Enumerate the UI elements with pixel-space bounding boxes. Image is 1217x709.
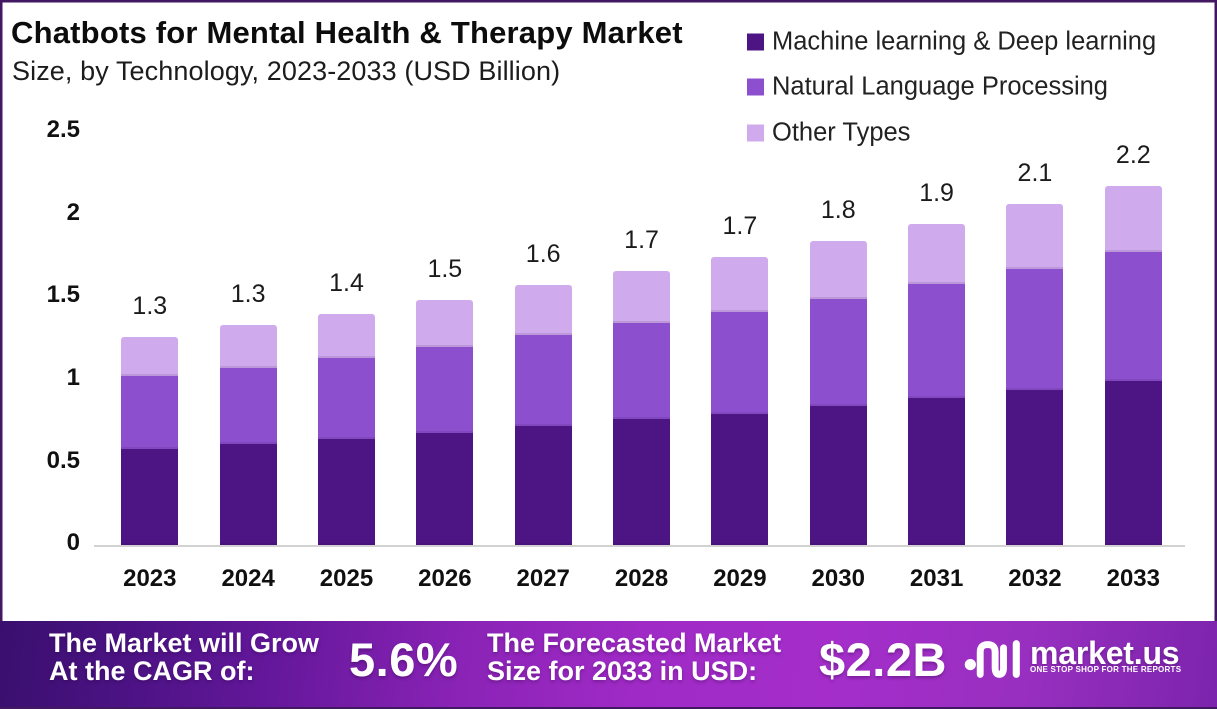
cagr-label: The Market will Grow At the CAGR of: xyxy=(49,628,320,686)
x-axis-tick-label: 2029 xyxy=(713,565,767,592)
x-axis-tick-label: 2031 xyxy=(909,565,964,592)
bar-segment-2023-s2 xyxy=(121,336,179,377)
legend-swatch xyxy=(747,78,764,96)
bar-segment-2028-s0 xyxy=(613,419,671,545)
x-axis-tick-label: 2030 xyxy=(811,565,865,592)
bar-segment-2025-s2 xyxy=(318,313,375,359)
brand-logo: market.us ONE STOP SHOP FOR THE REPORTS xyxy=(962,634,1182,681)
legend-item: Machine learning & Deep learning xyxy=(747,28,1156,57)
legend-label: Machine learning & Deep learning xyxy=(772,27,1157,56)
cagr-label-line1: The Market will Grow xyxy=(49,628,320,658)
bar-total-label: 1.7 xyxy=(722,212,758,241)
bar-segment-2024-s2 xyxy=(219,325,277,369)
footer-banner: The Market will Grow At the CAGR of: 5.6… xyxy=(0,621,1217,707)
bar-segment-2031-s1 xyxy=(908,283,966,398)
bar-segment-2024-s0 xyxy=(219,444,277,545)
bar-segment-2024-s1 xyxy=(219,368,277,445)
bar-segment-2032-s0 xyxy=(1006,389,1064,545)
x-axis-tick-label: 2028 xyxy=(614,565,669,592)
logo-dot xyxy=(964,658,976,670)
y-axis-tick-label: 0 xyxy=(66,529,80,557)
bar-segment-2030-s2 xyxy=(809,240,867,299)
bar-segment-2033-s0 xyxy=(1104,381,1162,545)
legend-swatch xyxy=(747,124,764,142)
legend-swatch xyxy=(747,33,764,51)
bar-segment-2027-s1 xyxy=(514,335,572,426)
bar-segment-2029-s0 xyxy=(711,414,769,545)
logo-strokes xyxy=(976,639,1020,678)
bar-total-label: 1.9 xyxy=(919,179,954,208)
market-us-logo-icon xyxy=(964,639,1020,678)
bar-segment-2032-s2 xyxy=(1006,204,1064,269)
bar-total-label: 1.3 xyxy=(132,291,168,320)
y-axis-tick-label: 2.5 xyxy=(46,116,80,144)
bar-segment-2033-s2 xyxy=(1104,186,1162,253)
brand-name: market.us xyxy=(1030,634,1180,671)
bar-segment-2025-s1 xyxy=(318,358,375,440)
y-axis-tick-label: 0.5 xyxy=(46,446,80,474)
forecast-label-line2: Size for 2033 in USD: xyxy=(487,655,758,686)
y-axis-tick-label: 1 xyxy=(66,364,80,392)
x-axis-tick-label: 2024 xyxy=(221,565,275,592)
bar-segment-2023-s0 xyxy=(121,449,179,545)
legend-item: Natural Language Processing xyxy=(747,72,1108,101)
x-axis-tick-label: 2027 xyxy=(516,565,570,592)
bar-segment-2026-s1 xyxy=(416,346,474,433)
legend-label: Other Types xyxy=(772,118,911,147)
x-axis-tick-label: 2025 xyxy=(319,565,374,592)
bar-segment-2029-s2 xyxy=(711,257,769,312)
bar-segment-2030-s1 xyxy=(809,298,867,407)
forecast-value: $2.2B xyxy=(819,633,947,686)
bar-segment-2025-s0 xyxy=(318,439,375,545)
bar-total-label: 1.4 xyxy=(329,268,364,297)
legend-item: Other Types xyxy=(747,119,910,148)
bar-segment-2028-s1 xyxy=(613,323,671,420)
bar-segment-2028-s2 xyxy=(613,270,671,324)
brand-tagline: ONE STOP SHOP FOR THE REPORTS xyxy=(1030,664,1182,674)
chart-subtitle: Size, by Technology, 2023-2033 (USD Bill… xyxy=(12,56,561,86)
x-axis-tick-label: 2033 xyxy=(1106,565,1160,592)
bar-segment-2026-s2 xyxy=(416,300,474,347)
cagr-label-line2: At the CAGR of: xyxy=(49,655,255,686)
bar-total-label: 2.1 xyxy=(1017,159,1053,188)
x-axis-tick-label: 2026 xyxy=(418,565,472,592)
bar-segment-2027-s2 xyxy=(514,285,572,336)
bar-segment-2026-s0 xyxy=(416,432,474,545)
bar-segment-2032-s1 xyxy=(1006,268,1064,390)
bar-segment-2030-s0 xyxy=(809,406,867,545)
brand-text: market.us ONE STOP SHOP FOR THE REPORTS xyxy=(1030,634,1182,674)
bar-total-label: 2.2 xyxy=(1115,141,1151,170)
cagr-value: 5.6% xyxy=(349,633,459,686)
x-axis-tick-label: 2032 xyxy=(1008,565,1062,592)
logo-wave-stroke xyxy=(976,640,1007,678)
bar-segment-2023-s1 xyxy=(121,376,179,450)
bar-total-label: 1.8 xyxy=(820,195,856,224)
bar-total-label: 1.6 xyxy=(525,240,561,269)
bar-segment-2031-s2 xyxy=(908,224,966,284)
y-axis-tick-label: 1.5 xyxy=(46,281,80,309)
x-axis-tick-label: 2023 xyxy=(123,565,177,592)
forecast-label-line1: The Forecasted Market xyxy=(487,628,782,658)
y-axis-tick-label: 2 xyxy=(66,198,80,226)
x-axis-line xyxy=(94,545,1185,547)
bar-segment-2033-s1 xyxy=(1104,252,1162,382)
bar-total-label: 1.7 xyxy=(624,225,659,254)
bar-total-label: 1.3 xyxy=(230,280,266,309)
forecast-label: The Forecasted Market Size for 2033 in U… xyxy=(487,628,782,686)
bar-total-label: 1.5 xyxy=(427,255,463,284)
bar-segment-2027-s0 xyxy=(514,425,572,545)
bar-segment-2029-s1 xyxy=(711,311,769,415)
chart-title: Chatbots for Mental Health & Therapy Mar… xyxy=(11,15,683,50)
bar-segment-2031-s0 xyxy=(908,397,966,545)
legend-label: Natural Language Processing xyxy=(772,72,1108,101)
